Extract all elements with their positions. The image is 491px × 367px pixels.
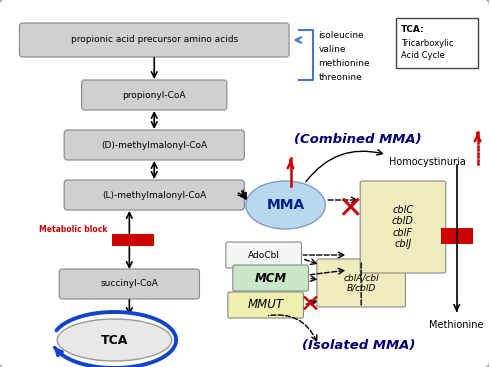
Text: MMA: MMA — [267, 198, 305, 212]
FancyBboxPatch shape — [226, 242, 301, 268]
Bar — [396, 18, 478, 68]
Text: MCM: MCM — [254, 272, 287, 284]
Ellipse shape — [57, 319, 172, 361]
FancyBboxPatch shape — [82, 80, 227, 110]
FancyBboxPatch shape — [64, 130, 245, 160]
Text: ✕: ✕ — [300, 293, 321, 317]
Text: Metabolic block: Metabolic block — [39, 225, 108, 233]
Text: TCA: TCA — [101, 334, 128, 346]
Text: propionic acid precursor amino acids: propionic acid precursor amino acids — [71, 36, 238, 44]
Text: (L)-methylmalonyl-CoA: (L)-methylmalonyl-CoA — [102, 190, 206, 200]
Text: isoleucine: isoleucine — [318, 30, 364, 40]
Text: MMUT: MMUT — [247, 298, 284, 312]
Text: (D)-methylmalonyl-CoA: (D)-methylmalonyl-CoA — [101, 141, 207, 149]
FancyBboxPatch shape — [20, 23, 289, 57]
Text: Acid Cycle: Acid Cycle — [401, 51, 445, 59]
FancyBboxPatch shape — [228, 292, 303, 318]
Text: valine: valine — [318, 44, 346, 54]
Text: TCA:: TCA: — [401, 25, 425, 34]
Bar — [441, 228, 473, 244]
Text: methionine: methionine — [318, 58, 370, 68]
Text: Tricarboxylic: Tricarboxylic — [401, 39, 454, 47]
FancyBboxPatch shape — [317, 259, 406, 307]
Ellipse shape — [246, 181, 326, 229]
FancyBboxPatch shape — [360, 181, 446, 273]
Text: AdoCbl: AdoCbl — [248, 251, 279, 259]
Text: succinyl-CoA: succinyl-CoA — [101, 280, 158, 288]
Text: ✕: ✕ — [337, 196, 363, 225]
FancyBboxPatch shape — [233, 265, 308, 291]
Text: propionyl-CoA: propionyl-CoA — [122, 91, 186, 99]
Text: Methionine: Methionine — [430, 320, 484, 330]
FancyBboxPatch shape — [64, 180, 245, 210]
Text: cblC
cblD
cblF
cblJ: cblC cblD cblF cblJ — [392, 204, 414, 250]
Text: (Isolated MMA): (Isolated MMA) — [301, 338, 415, 352]
FancyBboxPatch shape — [59, 269, 199, 299]
Text: (Combined MMA): (Combined MMA) — [295, 134, 422, 146]
Text: Homocystinuria: Homocystinuria — [389, 157, 466, 167]
Text: threonine: threonine — [318, 73, 362, 81]
Text: cblA/cbl
B/cblD: cblA/cbl B/cblD — [343, 273, 379, 293]
Bar — [112, 234, 154, 246]
